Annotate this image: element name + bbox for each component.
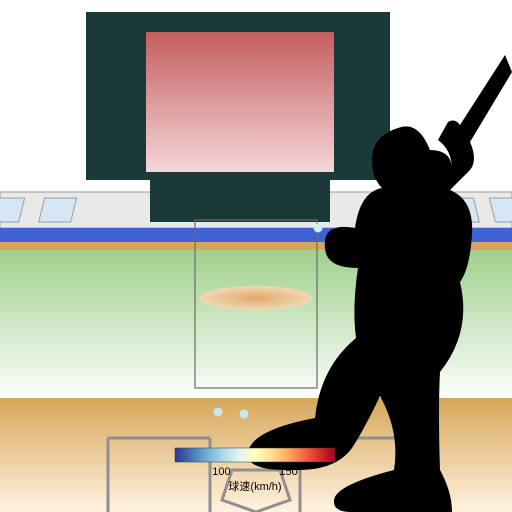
colorbar-axis-label: 球速(km/h) bbox=[228, 479, 281, 493]
pitch-marker bbox=[214, 408, 223, 417]
colorbar-gradient bbox=[175, 448, 335, 462]
pitch-marker bbox=[314, 224, 323, 233]
pitch-location-chart: 100 150球速(km/h) bbox=[0, 0, 512, 512]
pitch-marker bbox=[240, 410, 249, 419]
colorbar-tick-label: 150 bbox=[279, 466, 297, 478]
colorbar-tick-label: 100 bbox=[212, 466, 230, 478]
